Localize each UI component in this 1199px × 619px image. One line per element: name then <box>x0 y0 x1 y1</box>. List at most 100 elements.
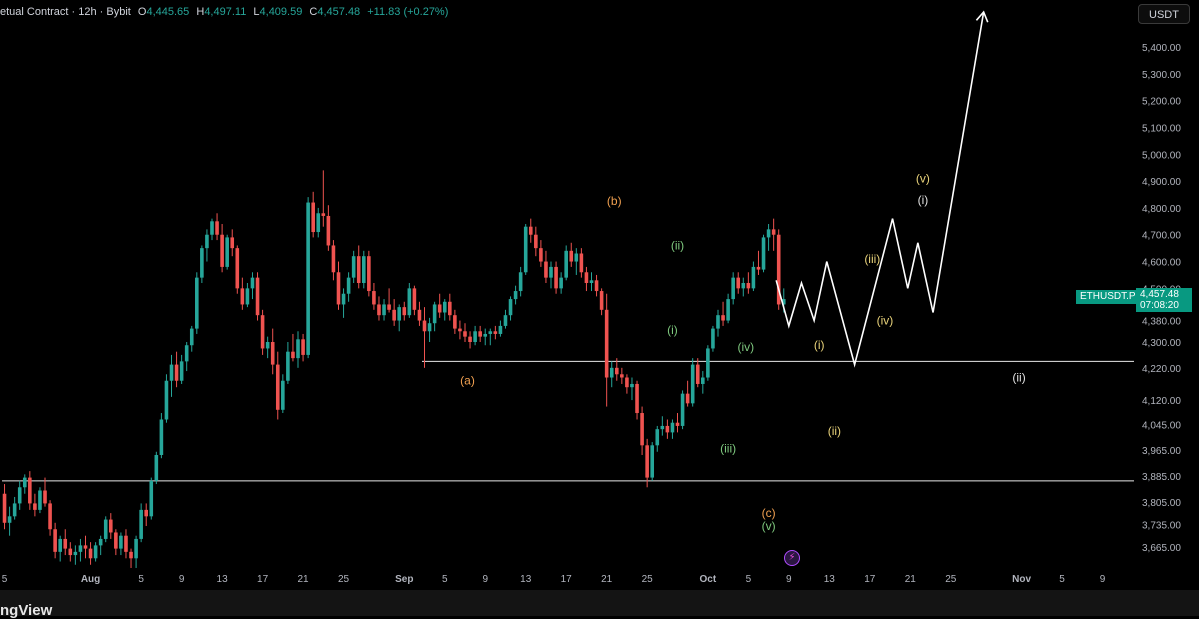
low-label: L <box>253 6 260 18</box>
candle-body <box>33 503 37 510</box>
candle-body <box>139 509 143 539</box>
wave-label: (iv) <box>737 340 754 354</box>
candle-body <box>48 503 52 530</box>
wave-label: (iv) <box>877 314 894 328</box>
candle-body <box>7 516 12 523</box>
candle-body <box>361 256 366 283</box>
wave-label: (v) <box>762 519 776 533</box>
candle-body <box>746 283 751 289</box>
candle-body <box>422 320 427 332</box>
candle-body <box>766 229 771 238</box>
wave-label: (v) <box>916 171 930 185</box>
candle-body <box>731 277 735 300</box>
candle-body <box>503 315 508 326</box>
candle-body <box>559 277 563 289</box>
candle-body <box>356 256 361 283</box>
x-tick-label: 5 <box>138 574 144 585</box>
wave-label: (i) <box>667 323 678 337</box>
lightning-icon[interactable]: ⚡ <box>784 550 800 566</box>
low-value: 4,409.59 <box>259 6 303 18</box>
y-tick-label: 3,885.00 <box>1142 472 1181 483</box>
x-tick-label: 25 <box>945 574 957 585</box>
candle-body <box>205 234 209 249</box>
currency-button[interactable]: USDT <box>1138 4 1190 24</box>
candle-body <box>781 299 786 305</box>
candle-body <box>579 253 584 273</box>
projection-arrow-head <box>975 10 989 23</box>
y-tick-label: 5,300.00 <box>1142 70 1181 81</box>
candle-body <box>83 545 88 549</box>
candle-body <box>706 348 710 378</box>
candle-body <box>225 237 229 267</box>
candle-body <box>93 545 98 559</box>
wave-label: (i) <box>918 193 929 207</box>
candle-body <box>336 272 341 305</box>
wave-label: (a) <box>460 374 475 388</box>
wave-label: (c) <box>762 506 776 520</box>
candle-body <box>453 315 457 329</box>
x-tick-label: Sep <box>395 574 413 585</box>
candle-body <box>412 288 417 310</box>
candle-body <box>382 304 386 316</box>
candle-body <box>200 248 204 278</box>
candle-body <box>260 315 265 349</box>
candle-body <box>528 226 533 235</box>
candle-body <box>210 221 214 235</box>
projection-path <box>775 11 985 368</box>
candle-body <box>159 419 164 455</box>
bar-countdown: 07:08:20 <box>1140 300 1179 311</box>
candle-body <box>301 339 305 355</box>
candle-body <box>417 309 422 321</box>
candle-body <box>22 477 27 488</box>
candle-body <box>189 328 194 346</box>
candle-body <box>407 288 412 316</box>
candle-body <box>28 477 32 504</box>
wave-label: (i) <box>814 338 825 352</box>
candle-body <box>675 422 680 426</box>
candle-body <box>574 253 579 262</box>
wave-label: (b) <box>607 194 622 208</box>
candle-body <box>736 277 741 289</box>
candle-body <box>437 304 442 313</box>
candle-body <box>154 454 159 481</box>
candle-body <box>630 383 634 388</box>
x-tick-label: 5 <box>442 574 448 585</box>
candle-body <box>660 425 665 430</box>
candle-body <box>367 256 371 292</box>
candle-body <box>488 331 493 334</box>
candle-body <box>149 480 154 517</box>
candle-body <box>695 364 700 384</box>
candle-body <box>372 291 376 305</box>
candle-body <box>306 202 310 355</box>
candle-body <box>144 509 149 517</box>
price-chart[interactable]: 5,400.00 5,300.00 5,200.00 5,100.00 5,000.00… <box>0 0 1199 590</box>
price-change: +11.83 (+0.27%) <box>367 6 449 18</box>
candle-body <box>690 364 695 404</box>
candle-body <box>351 256 356 278</box>
candle-body <box>655 429 660 446</box>
candle-body <box>346 277 351 294</box>
candle-body <box>756 266 761 270</box>
candle-body <box>88 548 93 559</box>
last-price-tag: 4,457.48 07:08:20 <box>1136 288 1192 312</box>
close-value: 4,457.48 <box>317 6 361 18</box>
candle-body <box>458 328 462 332</box>
candle-body <box>463 331 467 337</box>
candle-body <box>387 304 391 310</box>
candle-body <box>311 202 315 233</box>
x-tick-label: 17 <box>257 574 269 585</box>
candle-body <box>2 493 7 523</box>
candle-body <box>43 490 47 504</box>
candle-body <box>518 272 523 292</box>
candle-body <box>124 535 128 552</box>
x-tick-label: 9 <box>179 574 185 585</box>
candle-body <box>483 333 488 337</box>
candle-body <box>761 237 766 270</box>
candle-body <box>670 422 675 433</box>
candle-body <box>771 229 776 235</box>
candle-body <box>665 425 670 433</box>
candle-body <box>230 237 235 249</box>
candle-body <box>281 380 285 410</box>
candle-body <box>473 331 477 342</box>
